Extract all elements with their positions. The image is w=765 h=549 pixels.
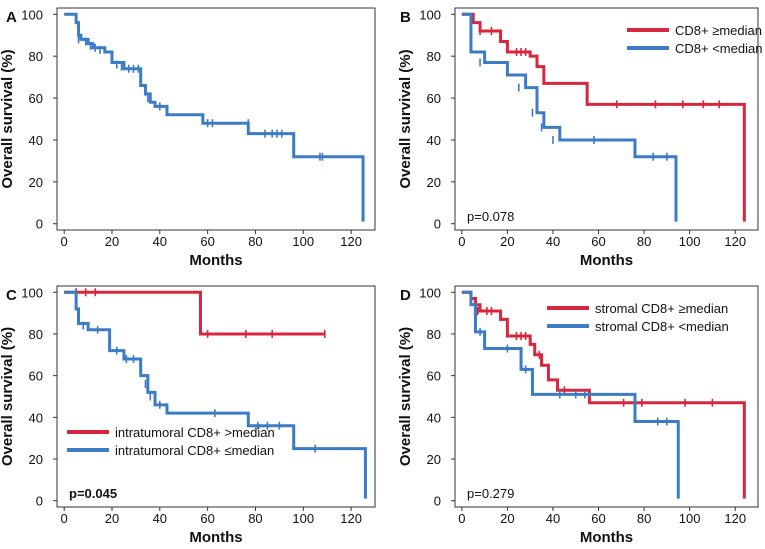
x-tick-label: 20: [105, 511, 119, 526]
y-axis-title: Overall survival (%): [397, 49, 414, 188]
plot-frame: [454, 7, 759, 231]
x-tick-label: 60: [591, 511, 605, 526]
y-tick-label: 40: [427, 133, 441, 148]
x-tick-label: 0: [458, 234, 465, 249]
x-tick-label: 100: [679, 511, 701, 526]
x-tick-label: 120: [340, 511, 362, 526]
y-tick-label: 60: [427, 369, 441, 384]
legend-label: intratumoral CD8+ ≤median: [115, 443, 274, 458]
y-tick-label: 0: [434, 217, 441, 232]
y-axis-title: Overall survival (%): [0, 49, 16, 188]
x-tick-label: 0: [458, 511, 465, 526]
x-tick-label: 40: [546, 234, 560, 249]
x-axis-title: Months: [189, 529, 242, 546]
x-tick-label: 20: [105, 234, 119, 249]
y-tick-label: 80: [29, 49, 43, 64]
x-tick-label: 0: [61, 234, 68, 249]
y-tick-label: 0: [36, 494, 43, 509]
plot-frame: [454, 285, 759, 508]
x-tick-label: 120: [724, 234, 746, 249]
y-tick-label: 20: [29, 452, 43, 467]
y-tick-label: 0: [36, 217, 43, 232]
panel-letter: B: [400, 9, 411, 26]
panel-letter: D: [400, 287, 411, 304]
legend-label: CD8+ <median: [675, 41, 762, 56]
plot-frame: [56, 7, 376, 231]
panel-b: B 0 20 40 60 80 100 120 0 20 40 60 80 100 Months Overal…: [397, 7, 762, 269]
y-tick-label: 80: [427, 327, 441, 342]
y-axis-title: Overall survival (%): [0, 327, 16, 466]
x-tick-label: 20: [500, 234, 514, 249]
survival-curve-2: [461, 290, 680, 499]
survival-curve-2: [64, 290, 367, 499]
x-tick-label: 0: [61, 511, 68, 526]
y-tick-label: 40: [29, 133, 43, 148]
x-tick-label: 100: [679, 234, 701, 249]
y-axis-title: Overall survival (%): [397, 327, 414, 466]
panel-c: C 0 20 40 60 80 100 120 0 20 40 60 80 100 Months Overal…: [0, 285, 376, 546]
y-tick-label: 100: [21, 285, 43, 300]
survival-curve-2: [461, 12, 678, 222]
legend-label: intratumoral CD8+ >median: [115, 425, 275, 440]
y-tick-label: 20: [427, 175, 441, 190]
x-axis-title: Months: [580, 529, 633, 546]
plot-frame: [56, 285, 376, 508]
y-tick-label: 100: [419, 7, 441, 22]
x-tick-label: 60: [591, 234, 605, 249]
x-tick-label: 60: [200, 234, 214, 249]
y-tick-label: 40: [427, 410, 441, 425]
x-tick-label: 40: [546, 511, 560, 526]
y-tick-label: 100: [419, 285, 441, 300]
y-tick-label: 80: [427, 49, 441, 64]
y-tick-label: 60: [29, 91, 43, 106]
panel-letter: C: [6, 287, 17, 304]
y-tick-label: 40: [29, 410, 43, 425]
x-tick-label: 120: [340, 234, 362, 249]
x-tick-label: 100: [292, 511, 314, 526]
x-tick-label: 80: [248, 511, 262, 526]
panel-letter: A: [6, 9, 17, 26]
p-value: p=0.078: [467, 209, 514, 224]
x-tick-label: 80: [637, 234, 651, 249]
x-tick-label: 20: [500, 511, 514, 526]
y-tick-label: 100: [21, 7, 43, 22]
x-tick-label: 100: [292, 234, 314, 249]
x-axis-title: Months: [580, 252, 633, 269]
survival-curve-1: [461, 12, 746, 222]
survival-curve-1: [64, 12, 365, 222]
x-tick-label: 120: [724, 511, 746, 526]
y-tick-label: 20: [427, 452, 441, 467]
survival-curve-1: [64, 290, 325, 336]
p-value: p=0.045: [69, 486, 117, 501]
y-tick-label: 60: [29, 369, 43, 384]
legend-label: stromal CD8+ ≥median: [595, 301, 728, 316]
x-tick-label: 60: [200, 511, 214, 526]
legend-label: stromal CD8+ <median: [595, 319, 729, 334]
legend-label: CD8+ ≥median: [675, 23, 762, 38]
x-tick-label: 40: [153, 234, 167, 249]
x-axis-title: Months: [189, 252, 242, 269]
panel-a: A 0 20 40 60 80 100 120 0 20 40 60 80 100 Months Overal…: [0, 7, 376, 269]
x-tick-label: 80: [637, 511, 651, 526]
y-tick-label: 20: [29, 175, 43, 190]
panel-d: D 0 20 40 60 80 100 120 0 20 40 60 80 100 Months Overal…: [397, 285, 759, 546]
y-tick-label: 60: [427, 91, 441, 106]
x-tick-label: 80: [248, 234, 262, 249]
y-tick-label: 0: [434, 494, 441, 509]
y-tick-label: 80: [29, 327, 43, 342]
x-tick-label: 40: [153, 511, 167, 526]
p-value: p=0.279: [467, 486, 514, 501]
